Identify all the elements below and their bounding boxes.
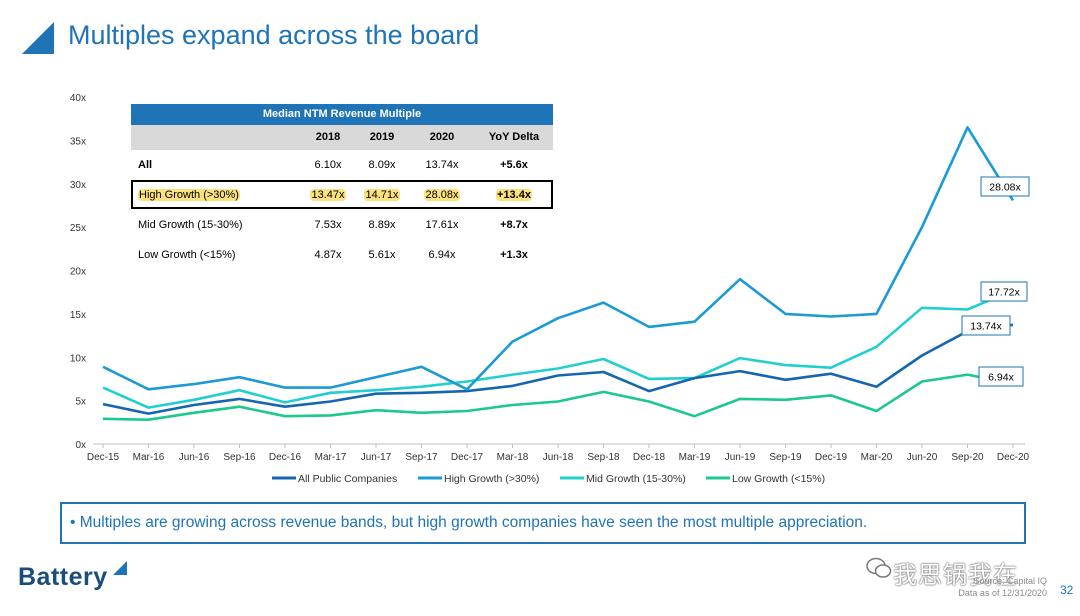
x-tick-label: Sep-16 [223,452,256,463]
end-value-label: 28.08x [989,182,1021,194]
x-tick-label: Sep-20 [951,452,984,463]
table-header: Median NTM Revenue Multiple [131,104,553,125]
table-cell: 8.89x [368,219,396,231]
table-row-highlighted: High Growth (>30%) 13.47x 14.71x 28.08x … [131,180,553,210]
series-line [102,126,1015,391]
column-header: YoY Delta [488,131,540,143]
table-cell: 28.08x [424,189,460,201]
y-tick-label: 30x [70,180,86,191]
column-header: 2019 [369,131,395,143]
y-tick-label: 15x [70,310,86,321]
legend-label: Mid Growth (15-30%) [586,473,686,485]
x-tick-label: Dec-19 [815,452,848,463]
page-number: 32 [1060,583,1074,597]
table-column-headers: 2018 2019 2020 YoY Delta [131,125,553,150]
end-label-box [980,281,1028,302]
page-title: Multiples expand across the board [68,20,480,50]
x-tick-label: Dec-15 [87,452,120,463]
table-cell: +1.3x [500,249,528,261]
series-line [102,323,1014,415]
table-cell: 5.61x [368,249,396,261]
chart-axes: 0x 5x 10x 15x 20x 25x 30x 35x 40x Dec-15 Mar-16 Jun… [70,93,1030,463]
row-label: All [138,159,153,171]
x-tick-label: Jun-17 [361,452,392,463]
table-cell: 6.10x [314,159,342,171]
corner-triangle-icon [22,22,54,54]
battery-logo: Battery [18,563,108,591]
series-line [102,373,1014,421]
table-cell: 7.53x [314,219,342,231]
x-tick-label: Dec-18 [633,452,666,463]
watermark-text: 我思锅我在 [893,562,1018,589]
column-header: 2020 [429,131,455,143]
end-value-label: 6.94x [988,372,1014,384]
x-tick-label: Jun-19 [725,452,756,463]
y-tick-label: 40x [70,93,86,104]
table-row: All 6.10x 8.09x 13.74x +5.6x [131,150,553,180]
x-tick-label: Jun-18 [543,452,574,463]
chart-end-labels: 13.74x 28.08x 17.72x 6.94x [961,176,1030,387]
x-tick-label: Mar-18 [497,452,529,463]
x-tick-label: Mar-17 [315,452,347,463]
x-tick-label: Dec-16 [269,452,302,463]
highlight-box [131,180,553,209]
wechat-icon [866,557,892,578]
source-line: Source: Capital IQ [973,576,1047,586]
y-tick-label: 25x [70,223,86,234]
table-cell: 13.74x [425,159,459,171]
row-label: Low Growth (<15%) [138,249,236,261]
x-tick-label: Jun-20 [907,452,938,463]
y-tick-label: 10x [70,353,86,364]
row-label: High Growth (>30%) [138,189,240,201]
source-note: Source: Capital IQ Data as of 12/31/2020 [955,575,1047,599]
x-tick-label: Dec-20 [997,452,1030,463]
table-cell: +8.7x [500,219,528,231]
legend-label: All Public Companies [298,473,397,485]
table-cell: 14.71x [364,189,400,201]
chart-legend: All Public Companies High Growth (>30%) Mi… [272,473,825,485]
table-cell: +13.4x [496,189,532,201]
x-tick-label: Sep-17 [405,452,438,463]
table-cell: 17.61x [425,219,459,231]
table-cell: +5.6x [500,159,528,171]
end-value-label: 17.72x [988,287,1020,299]
end-label-box [961,315,1011,336]
table-row: Mid Growth (15-30%) 7.53x 8.89x 17.61x +… [131,210,553,240]
x-tick-label: Sep-19 [769,452,802,463]
column-header: 2018 [315,131,341,143]
chart-series [102,126,1015,421]
table-cell: 13.47x [310,189,346,201]
y-tick-label: 5x [75,397,86,408]
x-tick-label: Mar-16 [133,452,165,463]
legend-label: Low Growth (<15%) [732,473,825,485]
logo-triangle-icon [113,561,127,575]
x-tick-label: Mar-19 [679,452,711,463]
legend-label: High Growth (>30%) [444,473,539,485]
table-cell: 8.09x [368,159,396,171]
y-tick-label: 20x [70,267,86,278]
x-tick-label: Sep-18 [587,452,620,463]
table-cell: 4.87x [314,249,342,261]
end-value-label: 13.74x [970,321,1002,333]
table-row: Low Growth (<15%) 4.87x 5.61x 6.94x +1.3… [131,240,553,270]
x-tick-label: Mar-20 [861,452,893,463]
key-takeaway-callout: • Multiples are growing across revenue b… [60,502,1026,544]
row-label: Mid Growth (15-30%) [138,219,243,231]
column-header [131,125,301,150]
x-tick-label: Jun-16 [179,452,210,463]
y-tick-label: 35x [70,136,86,147]
table-cell: 6.94x [428,249,456,261]
x-tick-label: Dec-17 [451,452,484,463]
multiples-table: Median NTM Revenue Multiple 2018 2019 20… [131,104,553,270]
series-line [102,289,1014,409]
end-label-box [980,176,1030,197]
date-line: Data as of 12/31/2020 [958,588,1047,598]
y-tick-label: 0x [75,440,86,451]
line-chart: 0x 5x 10x 15x 20x 25x 30x 35x 40x Dec-15 Mar-16 Jun… [70,93,1030,485]
end-label-box [978,366,1024,387]
